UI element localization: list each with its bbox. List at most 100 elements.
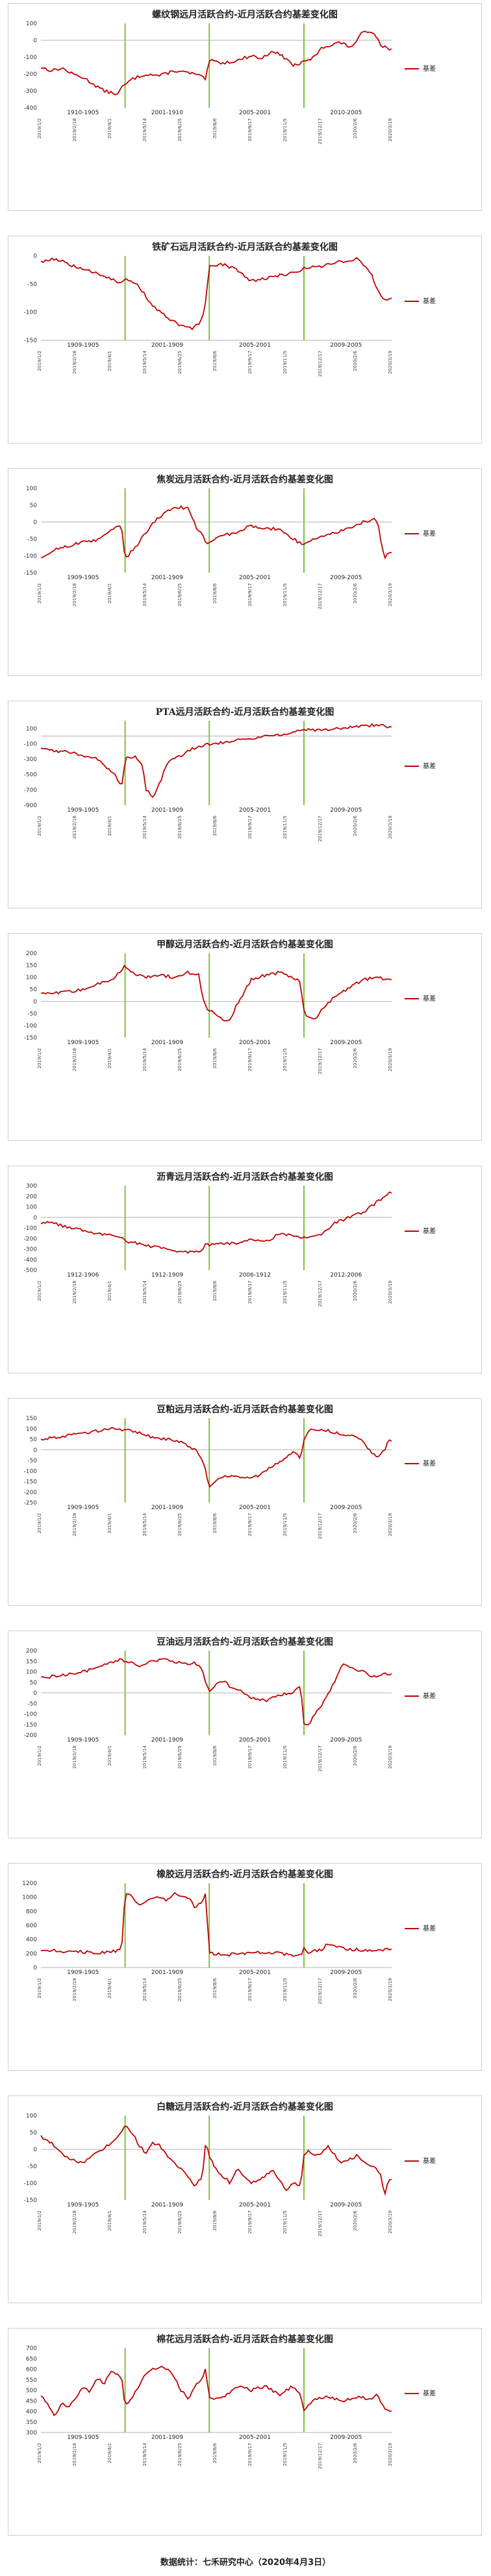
- x-tick-label: 2020/2/6: [353, 1280, 358, 1301]
- x-tick-label: 2019/4/1: [107, 2210, 112, 2231]
- y-tick-label: 400: [26, 2409, 37, 2416]
- y-tick-label: -200: [24, 1490, 38, 1496]
- x-tick-label: 2019/5/14: [142, 2442, 147, 2466]
- y-tick-label: -100: [24, 1468, 38, 1475]
- x-tick-label: 2019/1/2: [37, 2210, 42, 2231]
- x-tick-label: 2019/12/17: [318, 583, 323, 609]
- x-tick-label: 2019/4/1: [107, 1281, 112, 1301]
- x-tick-label: 2019/5/14: [142, 1977, 147, 2001]
- x-tick-label: 2019/6/25: [177, 1513, 183, 1536]
- x-tick-label: 2020/2/6: [353, 815, 358, 836]
- x-tick-label: 2019/9/17: [247, 1513, 253, 1536]
- y-tick-label: 100: [26, 2113, 37, 2120]
- y-tick-label: 100: [26, 726, 37, 732]
- y-tick-label: 300: [26, 2430, 37, 2436]
- x-tick-label: 2020/2/6: [353, 582, 358, 603]
- x-tick-label: 2020/2/6: [353, 350, 358, 371]
- period-label: 2001-1909: [151, 1505, 183, 1511]
- period-label: 2006-1912: [239, 1272, 271, 1279]
- chart-panel-sugar: 白糖远月活跃合约-近月活跃合约基差变化图 100 50 0 -50 -100 -150 19…: [8, 2095, 482, 2303]
- y-tick-label: -100: [24, 55, 38, 61]
- chart-plot: 100 50 0 -50 -100 -150 1909-1905 2001-1909 2005-…: [24, 486, 436, 609]
- y-tick-label: -900: [24, 803, 38, 809]
- x-tick-label: 2019/5/14: [142, 118, 147, 141]
- y-tick-label: 1200: [22, 1881, 37, 1887]
- period-label: 2005-2001: [239, 575, 271, 581]
- series-line-basis: [40, 1892, 392, 1957]
- chart-title: 焦炭远月活跃合约-近月活跃合约基差变化图: [157, 475, 333, 485]
- y-tick-label: 100: [26, 1426, 37, 1432]
- x-tick-label: 2019/8/6: [212, 582, 218, 603]
- y-tick-label: -500: [24, 772, 38, 779]
- y-tick-label: 50: [30, 503, 38, 509]
- period-label: 2005-2001: [239, 1040, 271, 1046]
- x-tick-label: 2019/5/14: [142, 1047, 147, 1071]
- chart-title: 甲醇远月活跃合约-近月活跃合约基差变化图: [157, 940, 333, 950]
- y-tick-label: -100: [24, 741, 38, 747]
- period-label: 1909-1905: [67, 575, 99, 581]
- x-tick-label: 2019/9/17: [247, 1978, 253, 2001]
- x-tick-label: 2020/3/19: [388, 351, 393, 374]
- x-tick-label: 2019/1/2: [37, 1048, 42, 1068]
- chart-plot: 1200 1000 800 600 400 200 0 1909-1905 2001-1909 2…: [22, 1881, 436, 2004]
- period-label: 2009-2005: [330, 1970, 362, 1976]
- x-tick-label: 2019/4/1: [107, 1048, 112, 1068]
- x-tick-label: 2019/8/6: [212, 350, 218, 371]
- y-tick-label: 150: [26, 1658, 37, 1665]
- chart-panel-asphalt: 沥青远月活跃合约-近月活跃合约基差变化图 300 200 100 0 -100 -200 -…: [8, 1166, 482, 1373]
- legend-label: 基差: [423, 994, 436, 1003]
- y-tick-label: 400: [26, 1937, 37, 1944]
- series-line-basis: [40, 256, 392, 331]
- y-tick-label: 0: [33, 1447, 37, 1454]
- y-tick-label: 700: [26, 2345, 37, 2352]
- x-tick-label: 2019/6/25: [177, 583, 183, 606]
- chart-plot: 200 150 100 50 0 -50 -100 -150 -200 1909-1905 2001…: [24, 1648, 436, 1771]
- x-tick-label: 2019/11/5: [283, 1745, 288, 1769]
- period-label: 2005-2001: [239, 1505, 271, 1511]
- period-label: 2005-2001: [239, 2434, 271, 2441]
- x-tick-label: 2019/4/1: [107, 2443, 112, 2463]
- period-label: 2009-2005: [330, 2434, 362, 2441]
- y-tick-label: -100: [24, 310, 38, 316]
- x-tick-label: 2019/8/6: [212, 815, 218, 836]
- y-tick-label: 150: [26, 963, 37, 969]
- x-tick-label: 2019/1/2: [37, 1513, 42, 1533]
- chart-title: PTA远月活跃合约-近月活跃合约基差变化图: [155, 707, 334, 718]
- x-tick-label: 2019/11/5: [283, 816, 288, 839]
- y-tick-label: -150: [24, 2197, 38, 2204]
- period-label: 1909-1905: [67, 2434, 99, 2441]
- x-tick-label: 2019/2/18: [72, 118, 77, 142]
- y-tick-label: -700: [24, 787, 38, 794]
- y-tick-label: -150: [24, 338, 38, 344]
- period-label: 1909-1905: [67, 1040, 99, 1046]
- period-label: 2005-2001: [239, 1737, 271, 1744]
- period-label: 2009-2005: [330, 1505, 362, 1511]
- y-tick-label: 500: [26, 2388, 37, 2394]
- x-tick-label: 2019/1/2: [37, 1978, 42, 1998]
- x-tick-label: 2020/2/6: [353, 1745, 358, 1766]
- y-tick-label: -200: [24, 1236, 38, 1242]
- y-tick-label: -100: [24, 1225, 38, 1232]
- chart-panel-pta: PTA远月活跃合约-近月活跃合约基差变化图 100 -100 -300 -500 -70…: [8, 701, 482, 908]
- x-tick-label: 2019/4/1: [107, 1978, 112, 1998]
- y-tick-label: 100: [26, 1205, 37, 1211]
- y-tick-label: 0: [33, 253, 37, 260]
- y-tick-label: -300: [24, 757, 38, 763]
- x-tick-label: 2019/5/14: [142, 582, 147, 606]
- chart-panel-rebar: 螺纹钢远月活跃合约-近月活跃合约基差变化图 100 0 -100 -200 -300 -4…: [8, 3, 482, 211]
- x-tick-label: 2020/2/6: [353, 1047, 358, 1068]
- period-label: 2009-2005: [330, 1737, 362, 1744]
- chart-plot: 100 0 -100 -200 -300 -400 1910-1905 2001-1910 20…: [24, 21, 436, 144]
- x-tick-label: 2020/3/19: [388, 1048, 393, 1071]
- x-tick-label: 2019/5/14: [142, 2210, 147, 2233]
- x-tick-label: 2019/6/25: [177, 118, 183, 142]
- series-line-basis: [40, 31, 392, 95]
- legend-label: 基差: [423, 2389, 436, 2397]
- x-tick-label: 2019/8/6: [212, 2442, 218, 2463]
- y-tick-label: -50: [27, 1701, 37, 1707]
- x-tick-label: 2020/3/19: [388, 1745, 393, 1769]
- period-label: 1909-1905: [67, 807, 99, 814]
- period-label: 1909-1905: [67, 1970, 99, 1976]
- y-tick-label: 200: [26, 1951, 37, 1957]
